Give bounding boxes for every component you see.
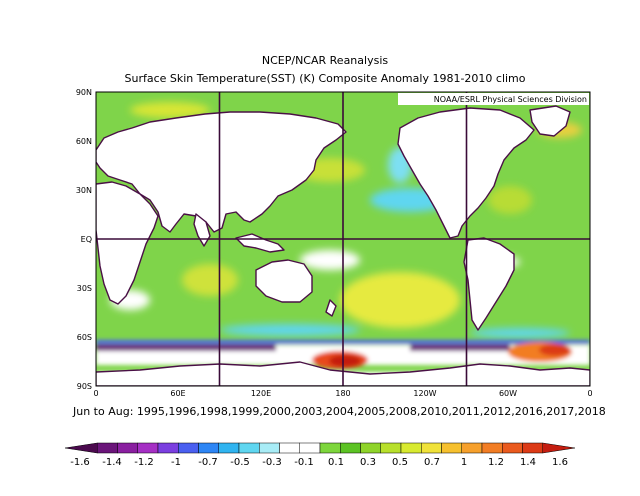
map-frame (95, 91, 591, 387)
colorbar-label: 1.6 (552, 457, 568, 468)
lat-label: EQ (81, 235, 92, 244)
colorbar-swatch (400, 442, 422, 454)
colorbar-swatch (218, 442, 240, 454)
anomaly-patch-cool-southern-ocean (220, 324, 360, 336)
colorbar-label: -0.7 (198, 457, 218, 468)
colorbar-label: 1.4 (520, 457, 536, 468)
lon-label: 180 (335, 389, 350, 398)
colorbar-label: 0.7 (424, 457, 440, 468)
colorbar-label: -0.1 (294, 457, 314, 468)
south-america-landmass (463, 237, 515, 331)
antarctic-purple-band-east (410, 345, 510, 351)
figure-title: NCEP/NCAR Reanalysis (262, 54, 388, 67)
period-caption: Jun to Aug: 1995,1996,1998,1999,2000,200… (72, 405, 606, 418)
colorbar-label: 1 (461, 457, 467, 468)
lon-label: 60E (170, 389, 185, 398)
greenland (529, 105, 571, 137)
lon-label: 0 (587, 389, 592, 398)
colorbar-swatch (299, 442, 321, 454)
colorbar-swatch (97, 442, 118, 454)
anomaly-patch-warm-indian (182, 264, 238, 296)
colorbar-swatch (319, 442, 341, 454)
australia-landmass (255, 259, 313, 303)
colorbar-swatch (340, 442, 361, 454)
colorbar-label: 0.3 (360, 457, 376, 468)
anomaly-patch-cool-southern-east (470, 328, 570, 338)
colorbar-label: 1.2 (488, 457, 504, 468)
lon-label: 0 (93, 389, 98, 398)
colorbar-swatch (502, 442, 523, 454)
colorbar-label: 0.5 (392, 457, 408, 468)
india-landmass (193, 213, 211, 247)
colorbar-swatch (64, 442, 98, 454)
antarctic-purple-band-west (96, 345, 276, 351)
colorbar-label: -1 (171, 457, 181, 468)
lat-label: 30N (76, 186, 92, 195)
colorbar-labels: -1.6 -1.4 -1.2 -1 -0.7 -0.5 -0.3 -0.1 0.1 0.3 0.5 0… (70, 457, 568, 468)
colorbar-swatch (238, 442, 260, 454)
colorbar-swatch (360, 442, 381, 454)
lat-label: 30S (77, 284, 92, 293)
credit-box (398, 93, 589, 105)
colorbar-swatch (198, 442, 219, 454)
colorbar-swatch (137, 442, 159, 454)
map-panel: NOAA/ESRL Physical Sciences Division (96, 92, 590, 386)
credit-text: NOAA/ESRL Physical Sciences Division (434, 95, 587, 104)
colorbar-swatch (421, 442, 442, 454)
colorbar-label: -1.2 (134, 457, 154, 468)
figure-subtitle: Surface Skin Temperature(SST) (K) Compos… (124, 72, 525, 85)
lat-label: 90S (77, 382, 92, 391)
colorbar-label: -1.4 (102, 457, 122, 468)
colorbar-label: -0.5 (230, 457, 250, 468)
colorbar-swatch (461, 442, 483, 454)
africa-landmass (96, 181, 159, 305)
antarctic-warm-weddell-core (539, 344, 571, 356)
lon-axis: 0 60E 120E 180 120W 60W 0 (93, 389, 592, 398)
colorbar-swatch (157, 442, 179, 454)
colorbar-label: 0.1 (328, 457, 344, 468)
colorbar-swatch (380, 442, 402, 454)
colorbar-swatch (542, 442, 576, 454)
colorbar-swatch (441, 442, 462, 454)
colorbar-swatch (481, 442, 503, 454)
anomaly-patch-warm-arctic (130, 102, 210, 118)
anomaly-patch-neutral-south-pacific (300, 250, 360, 270)
anomaly-patch-warm-atlantic (488, 186, 532, 214)
colorbar-swatch (178, 442, 199, 454)
colorbar-swatch (522, 442, 543, 454)
grid-lines (96, 92, 590, 386)
lon-label: 120E (251, 389, 271, 398)
lat-label: 90N (76, 88, 92, 97)
colorbar-label: -1.6 (70, 457, 90, 468)
colorbar (64, 442, 576, 454)
colorbar-swatch (279, 442, 300, 454)
lat-axis: 90N 60N 30N EQ 30S 60S 90S (76, 88, 92, 391)
lon-label: 120W (413, 389, 436, 398)
lat-label: 60S (77, 333, 92, 342)
eurasia-landmass (96, 111, 347, 233)
colorbar-swatch (117, 442, 138, 454)
colorbar-swatch (259, 442, 280, 454)
lon-label: 60W (499, 389, 517, 398)
new-zealand (325, 299, 337, 317)
antarctic-warm-ross-core (329, 355, 361, 367)
anomaly-patch-warm-south-pacific (340, 272, 460, 328)
colorbar-label: -0.3 (262, 457, 282, 468)
lat-label: 60N (76, 137, 92, 146)
